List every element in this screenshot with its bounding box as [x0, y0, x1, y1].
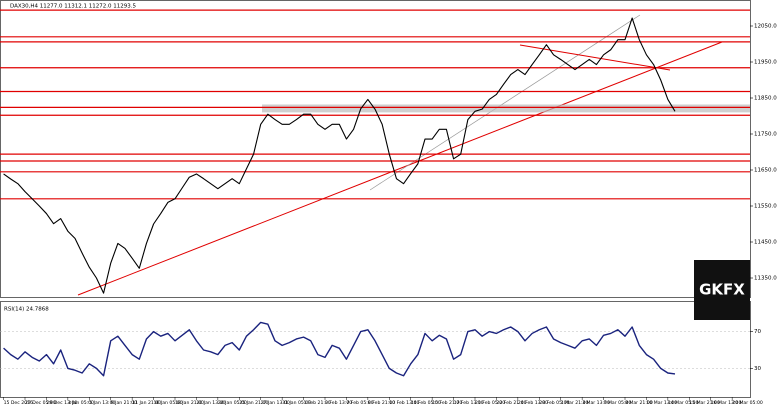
x-tick-label: 31 Jan 05:00 — [282, 400, 311, 406]
x-tick-label: 24 Jan 05:00 — [218, 400, 247, 406]
chart-title: DAX30,H4 11277.0 11312.1 11272.0 11293.5 — [10, 4, 137, 10]
x-tick-label: 7 Mar 05:00 — [604, 400, 632, 406]
y-tick-label: 11750.0 — [754, 132, 777, 138]
y-tick-label: 11950.0 — [754, 60, 777, 66]
y-tick-label: 11350.0 — [754, 276, 777, 282]
x-tick-label: 15 Mar 21:00 — [689, 400, 720, 406]
y-tick-label: 70 — [754, 329, 761, 335]
trend-line — [519, 44, 671, 71]
x-tick-label: 15 Dec 2016 — [4, 400, 33, 406]
x-tick-label: 10 Mar 13:00 — [646, 400, 677, 406]
x-tick-label: 3 Feb 13:00 — [325, 400, 352, 406]
x-tick-label: 24 Feb 13:00 — [518, 400, 548, 406]
price-panel — [0, 0, 751, 298]
y-tick-label: 12050.0 — [754, 24, 777, 30]
x-tick-label: 11 Jan 21:00 — [132, 400, 161, 406]
x-tick-label: 20 Mar 05:00 — [732, 400, 763, 406]
x-tick-label: 15 Feb 21:00 — [432, 400, 462, 406]
rsi-panel — [0, 301, 751, 398]
x-tick-label: 5 Jan 13:00 — [89, 400, 115, 406]
y-tick-label: 11650.0 — [754, 168, 777, 174]
x-tick-label: 3 Jan 05:00 — [68, 400, 94, 406]
x-tick-label: 29 Dec 13:00 — [46, 400, 77, 406]
x-tick-label: 18 Jan 21:00 — [175, 400, 204, 406]
x-tick-label: 16 Mar 13:00 — [711, 400, 742, 406]
trend-line — [77, 41, 723, 296]
x-tick-label: 1 Mar 21:00 — [561, 400, 589, 406]
x-tick-label: 16 Jan 05:00 — [154, 400, 183, 406]
x-tick-label: 8 Mar 21:00 — [625, 400, 653, 406]
price-line — [3, 17, 676, 294]
x-tick-label: 1 Feb 21:00 — [304, 400, 331, 406]
x-tick-label: 8 Feb 21:00 — [368, 400, 395, 406]
logo: GKFX — [699, 281, 745, 299]
rsi-title: RSI(14) 24.7868 — [4, 307, 49, 313]
y-tick-label: 11850.0 — [754, 96, 777, 102]
x-tick-label: 7 Feb 05:00 — [346, 400, 373, 406]
y-tick-label: 30 — [754, 366, 761, 372]
zone — [262, 104, 750, 113]
x-tick-label: 22 Feb 21:00 — [496, 400, 526, 406]
y-tick-label: 11450.0 — [754, 240, 777, 246]
y-tick-label: 11550.0 — [754, 204, 777, 210]
x-tick-label: 25 Jan 21:00 — [239, 400, 268, 406]
x-tick-label: 9 Jan 21:00 — [111, 400, 137, 406]
x-tick-label: 3 Mar 13:00 — [582, 400, 610, 406]
x-tick-label: 14 Mar 05:00 — [668, 400, 699, 406]
x-tick-label: 21 Feb 05:00 — [475, 400, 505, 406]
x-tick-label: 20 Jan 13:00 — [196, 400, 225, 406]
logo-box — [694, 260, 750, 320]
x-tick-label: 27 Dec 05:00 — [25, 400, 56, 406]
x-tick-label: 14 Feb 05:00 — [411, 400, 441, 406]
x-tick-label: 27 Jan 13:00 — [261, 400, 290, 406]
x-tick-label: 17 Feb 13:00 — [454, 400, 484, 406]
x-tick-label: 10 Feb 13:00 — [389, 400, 419, 406]
price-line — [3, 321, 676, 377]
x-tick-label: 28 Feb 05:00 — [539, 400, 569, 406]
